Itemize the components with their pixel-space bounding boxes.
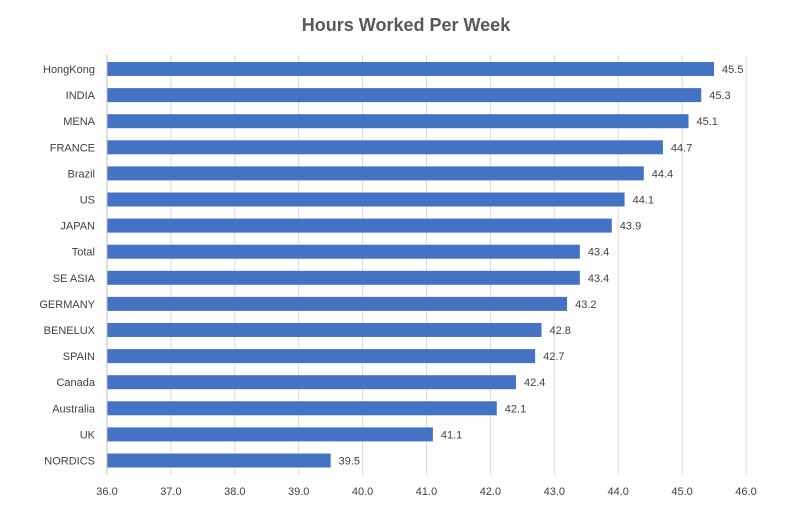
data-label: 43.4 [588,273,609,285]
data-label: 43.4 [588,247,609,259]
data-label: 39.5 [339,456,360,468]
x-tick-label: 39.0 [288,486,309,498]
y-tick-label: MENA [63,116,95,128]
bar [107,270,580,285]
bar [107,401,497,416]
data-label: 44.4 [652,168,673,180]
y-tick-label: INDIA [66,90,96,102]
data-label: 41.1 [441,429,462,441]
data-label: 42.1 [505,403,526,415]
y-tick-label: SE ASIA [53,273,96,285]
y-tick-label: FRANCE [50,142,95,154]
bar [107,323,542,337]
y-tick-label: BENELUX [44,325,96,337]
bar [107,296,568,311]
y-tick-label: JAPAN [60,221,95,233]
y-tick-label: UK [80,429,96,441]
data-label: 45.1 [696,116,717,128]
bar [107,114,689,129]
y-tick-label: HongKong [43,64,95,76]
y-tick-label: Brazil [67,168,95,180]
x-tick-label: 37.0 [160,486,181,498]
x-tick-label: 42.0 [480,486,501,498]
data-label: 43.9 [620,221,641,233]
y-tick-label: SPAIN [63,351,95,363]
x-tick-label: 40.0 [352,486,373,498]
y-tick-label: Australia [52,403,96,415]
bar [107,375,516,390]
bar [107,427,433,442]
data-label: 43.2 [575,299,596,311]
y-tick-label: NORDICS [44,456,95,468]
x-tick-label: 45.0 [671,486,692,498]
bar [107,244,580,259]
y-tick-label: GERMANY [39,299,95,311]
bar [107,140,663,155]
chart-title: Hours Worked Per Week [301,15,511,35]
x-tick-label: 44.0 [607,486,628,498]
data-label: 45.5 [722,64,743,76]
data-label: 42.7 [543,351,564,363]
data-label: 44.1 [633,195,654,207]
x-tick-label: 41.0 [416,486,437,498]
bar [107,166,644,181]
bar [107,62,715,76]
bar [107,349,536,364]
y-tick-label: US [80,195,95,207]
x-tick-label: 43.0 [544,486,565,498]
bar [107,218,612,233]
bar [107,88,702,103]
y-tick-label: Canada [56,377,95,389]
bar [107,453,331,468]
data-label: 42.4 [524,377,545,389]
bar [107,192,625,207]
y-tick-label: Total [72,247,95,259]
data-label: 42.8 [550,325,571,337]
x-tick-label: 36.0 [96,486,117,498]
data-label: 44.7 [671,142,692,154]
data-label: 45.3 [709,90,730,102]
x-tick-label: 38.0 [224,486,245,498]
x-tick-label: 46.0 [735,486,756,498]
